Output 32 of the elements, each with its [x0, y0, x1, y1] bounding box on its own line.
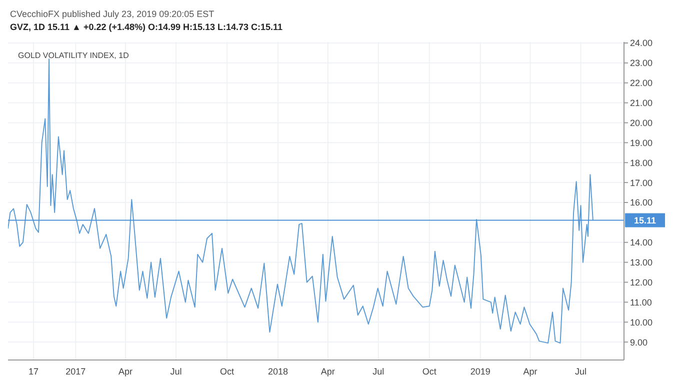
x-tick-label: Oct: [422, 366, 437, 376]
y-tick-label: 19.00: [630, 138, 653, 148]
text: CVecchioFX published July 23, 2019 09:20:05 EST: [10, 8, 216, 21]
y-tick-label: 16.00: [630, 198, 653, 208]
x-tick-label: 2019: [470, 366, 490, 376]
text: GOLD VOLATILITY INDEX, 1D: [18, 51, 130, 60]
y-tick-label: 23.00: [630, 58, 653, 68]
x-tick-label: Jul: [170, 366, 182, 376]
y-tick-label: 12.00: [630, 277, 653, 288]
y-tick-label: 10.00: [630, 317, 653, 328]
y-tick-label: 18.00: [630, 158, 653, 168]
y-tick-label: 11.00: [630, 297, 652, 308]
x-tick-label: Apr: [118, 366, 133, 376]
x-tick-label: Jul: [574, 366, 587, 376]
y-tick-label: 20.00: [630, 118, 653, 128]
x-tick-label: Apr: [320, 366, 335, 376]
text: GVZ, 1D 15.11 ▲ +0.22 (+1.48%) O:14.99 H:15.13 L:14.73 C:15.11: [10, 21, 284, 34]
y-tick-label: 14.00: [630, 238, 653, 248]
y-tick-label: 17.00: [630, 178, 653, 188]
y-tick-label: 13.00: [630, 258, 653, 268]
y-tick-label: 22.00: [630, 78, 653, 88]
y-tick-label: 21.00: [630, 98, 653, 108]
x-tick-label: 2018: [268, 366, 288, 376]
line-series: [8, 58, 594, 344]
x-tick-label: Apr: [523, 366, 538, 376]
x-tick-label: Oct: [220, 366, 235, 376]
x-tick-label: 2017: [66, 366, 86, 376]
x-tick-label: Jul: [372, 366, 384, 376]
ref-line-label: 15.11: [634, 216, 656, 226]
x-tick-label: 17: [28, 366, 39, 376]
y-tick-label: 9.00: [630, 337, 648, 348]
y-tick-label: 24.00: [630, 38, 653, 48]
